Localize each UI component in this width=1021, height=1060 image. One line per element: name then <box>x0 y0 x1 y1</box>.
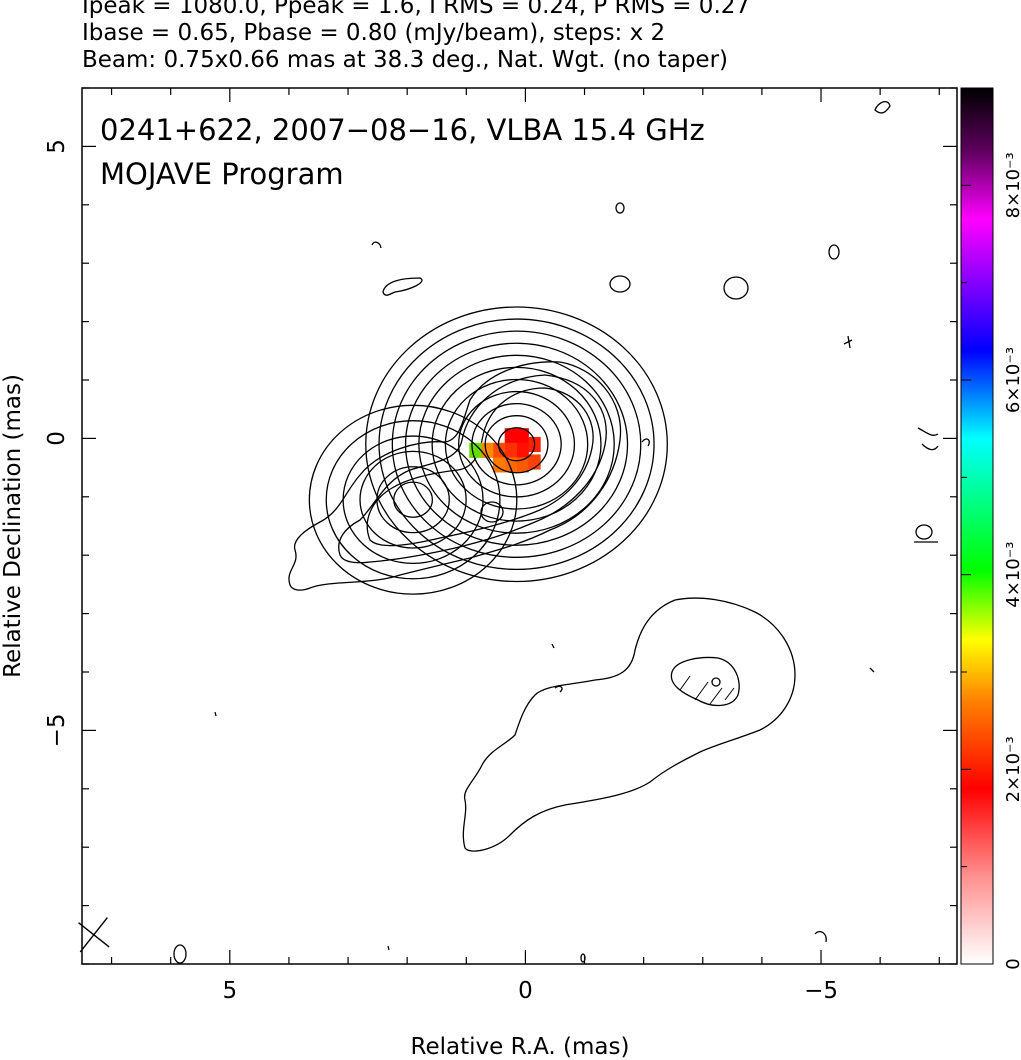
contour-outer-envelope <box>288 361 622 591</box>
header-line-3: Beam: 0.75x0.66 mas at 38.3 deg., Nat. W… <box>82 47 728 73</box>
polarization-pixel <box>504 442 518 458</box>
core-contour <box>404 342 629 546</box>
knot-contour <box>376 466 450 534</box>
core-contours <box>365 306 668 583</box>
colorbar-tick-label: 0 <box>1003 958 1021 969</box>
contour-noise <box>915 524 933 540</box>
core-contour <box>391 330 642 558</box>
colorbar-tick-label: 6×10⁻³ <box>1003 347 1021 413</box>
colorbar <box>960 87 994 965</box>
contour-noise <box>615 202 625 214</box>
polarization-pixel <box>516 442 529 458</box>
contour-noise <box>917 427 939 451</box>
core-contour <box>418 354 615 534</box>
axis-ticks <box>82 87 957 965</box>
polarization-pixel <box>516 428 529 444</box>
knot-contour <box>325 420 501 580</box>
x-tick-label: 5 <box>222 978 237 1004</box>
polarization-pixel <box>516 457 529 473</box>
header-line-2: Ibase = 0.65, Pbase = 0.80 (mJy/beam), s… <box>82 20 666 46</box>
core-contour <box>484 415 549 474</box>
beam-minor-axis <box>78 922 110 948</box>
contour-hatched-region <box>670 656 740 707</box>
contour-noise <box>609 275 631 293</box>
contour-noise <box>480 501 504 523</box>
contour-noise <box>874 100 891 114</box>
contour-noise <box>214 711 217 717</box>
contour-noise <box>580 953 586 963</box>
beam-marker <box>78 917 110 953</box>
colorbar-tick-label: 4×10⁻³ <box>1003 542 1021 608</box>
header-line-1: Ipeak = 1080.0, Ppeak = 1.6, I RMS = 0.2… <box>82 0 751 19</box>
contour-hatching <box>679 675 735 705</box>
core-contour <box>471 402 562 486</box>
axis-tick-labels: 5 0 −5 5 0 −5 <box>44 139 838 1004</box>
x-axis-label: Relative R.A. (mas) <box>411 1034 630 1060</box>
contour-noise <box>814 930 827 943</box>
y-tick-label: 0 <box>44 431 70 446</box>
contour-noise <box>869 667 875 673</box>
contour-noise <box>723 276 749 300</box>
polarization-pixel <box>492 457 506 473</box>
contour-noise <box>173 944 187 964</box>
contour-secondary-component <box>462 597 796 852</box>
contour-noise <box>828 244 840 260</box>
knot-contour <box>342 435 484 565</box>
core-contour <box>497 427 536 462</box>
contour-noise <box>382 277 423 296</box>
colorbar-ticks: 0 2×10⁻³ 4×10⁻³ 6×10⁻³ 8×10⁻³ <box>961 87 1021 970</box>
core-contour <box>431 366 602 522</box>
colorbar-tick-label: 2×10⁻³ <box>1003 736 1021 802</box>
colorbar-tick-label: 8×10⁻³ <box>1003 152 1021 218</box>
polarization-pixels <box>469 428 541 473</box>
contour-lines <box>173 100 939 964</box>
core-contour <box>365 306 668 583</box>
contour-noise <box>843 335 853 349</box>
x-tick-label: 0 <box>518 978 533 1004</box>
map-title-line-2: MOJAVE Program <box>100 157 344 191</box>
contour-envelope-3 <box>366 387 594 547</box>
contour-noise <box>371 241 382 249</box>
knot-contour <box>359 450 467 549</box>
y-tick-label: −5 <box>44 713 70 747</box>
contour-small-loop <box>711 677 721 687</box>
y-tick-label: 5 <box>44 139 70 154</box>
contour-noise <box>641 438 650 447</box>
knot-contours <box>308 404 518 595</box>
x-tick-label: −5 <box>804 978 838 1004</box>
plot-frame <box>81 87 958 965</box>
knot-contour <box>308 404 518 595</box>
y-axis-label: Relative Declination (mas) <box>0 374 26 678</box>
knot-contour <box>393 481 434 518</box>
contour-noise <box>387 945 390 951</box>
polarization-pixel <box>504 428 518 444</box>
contour-envelope-2 <box>338 374 607 564</box>
contour-noise <box>551 643 555 649</box>
map-title-line-1: 0241+622, 2007−08−16, VLBA 15.4 GHz <box>100 113 705 147</box>
contour-noise <box>554 685 563 693</box>
